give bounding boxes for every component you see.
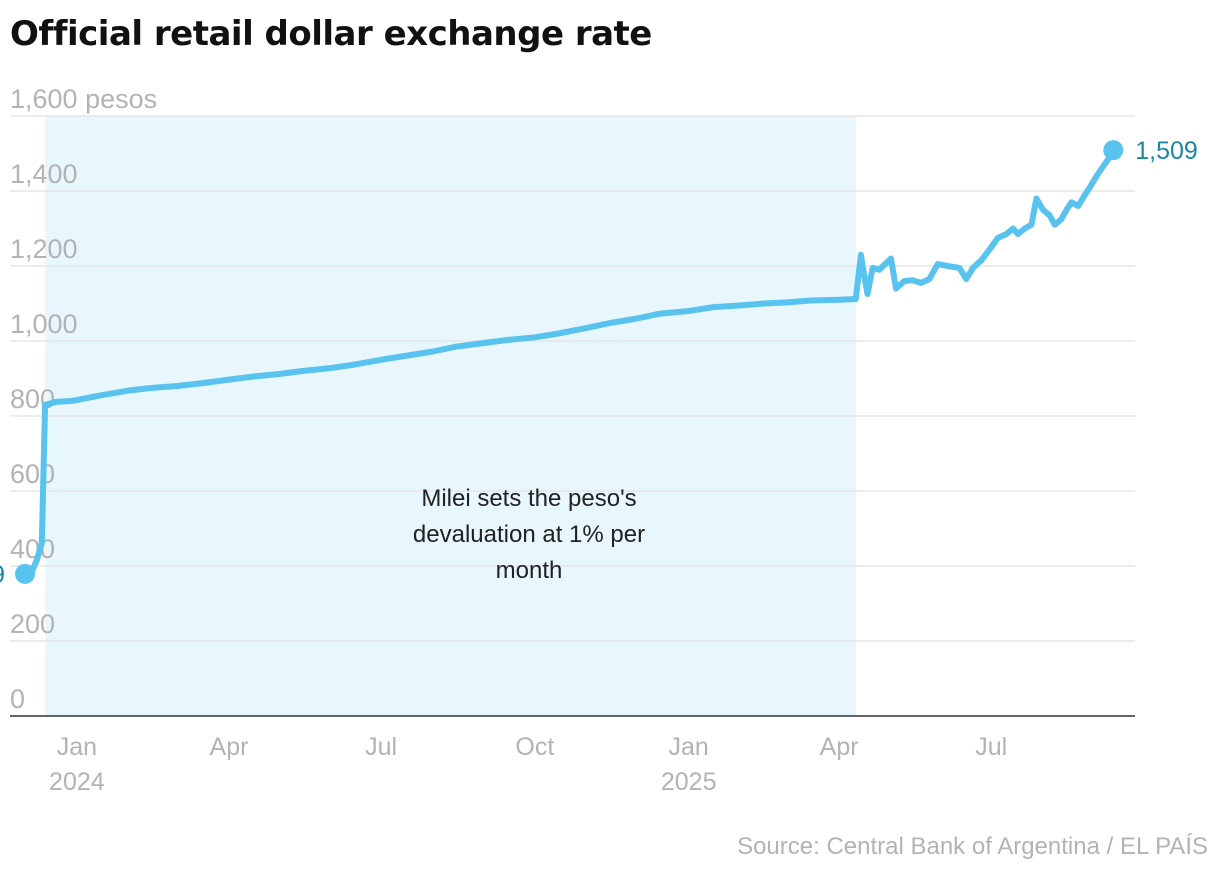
annotation-line: Milei sets the peso's — [421, 485, 636, 512]
x-tick-label: Jan — [57, 733, 97, 761]
y-tick-label: 1,200 — [10, 234, 78, 264]
source-note: Source: Central Bank of Argentina / EL P… — [737, 833, 1208, 860]
y-tick-label: 400 — [10, 534, 55, 564]
y-axis-unit-label: 1,600 pesos — [10, 84, 157, 114]
x-tick-year-label: 2025 — [661, 768, 717, 796]
annotation-line: devaluation at 1% per — [413, 521, 645, 548]
y-tick-label: 1,400 — [10, 159, 78, 189]
gridlines — [10, 115, 1135, 642]
x-axis-ticks: Jan 2024 Apr Jul Oct Jan 2025 Apr Jul — [49, 733, 1007, 796]
x-tick-label: Apr — [210, 733, 249, 761]
annotation-line: month — [496, 557, 563, 584]
y-axis-ticks: 0 200 400 600 800 1,000 1,200 1,400 1,600 pesos — [10, 84, 157, 714]
x-tick-label: Jan — [669, 733, 709, 761]
y-tick-label: 0 — [10, 684, 25, 714]
x-tick-label: Jul — [365, 733, 397, 761]
start-value-label: 379 — [0, 561, 5, 589]
end-value-label: 1,509 — [1135, 137, 1198, 165]
y-tick-label: 800 — [10, 384, 55, 414]
x-tick-label: Apr — [820, 733, 859, 761]
chart-title: Official retail dollar exchange rate — [10, 14, 652, 54]
y-tick-label: 600 — [10, 459, 55, 489]
x-tick-label: Oct — [515, 733, 554, 761]
exchange-rate-line — [22, 147, 1117, 577]
x-tick-label: Jul — [975, 733, 1007, 761]
x-tick-year-label: 2024 — [49, 768, 105, 796]
y-tick-label: 1,000 — [10, 309, 78, 339]
annotation: Milei sets the peso's devaluation at 1% p… — [413, 485, 645, 584]
y-tick-label: 200 — [10, 609, 55, 639]
end-point — [1103, 140, 1124, 161]
start-point — [15, 563, 36, 584]
